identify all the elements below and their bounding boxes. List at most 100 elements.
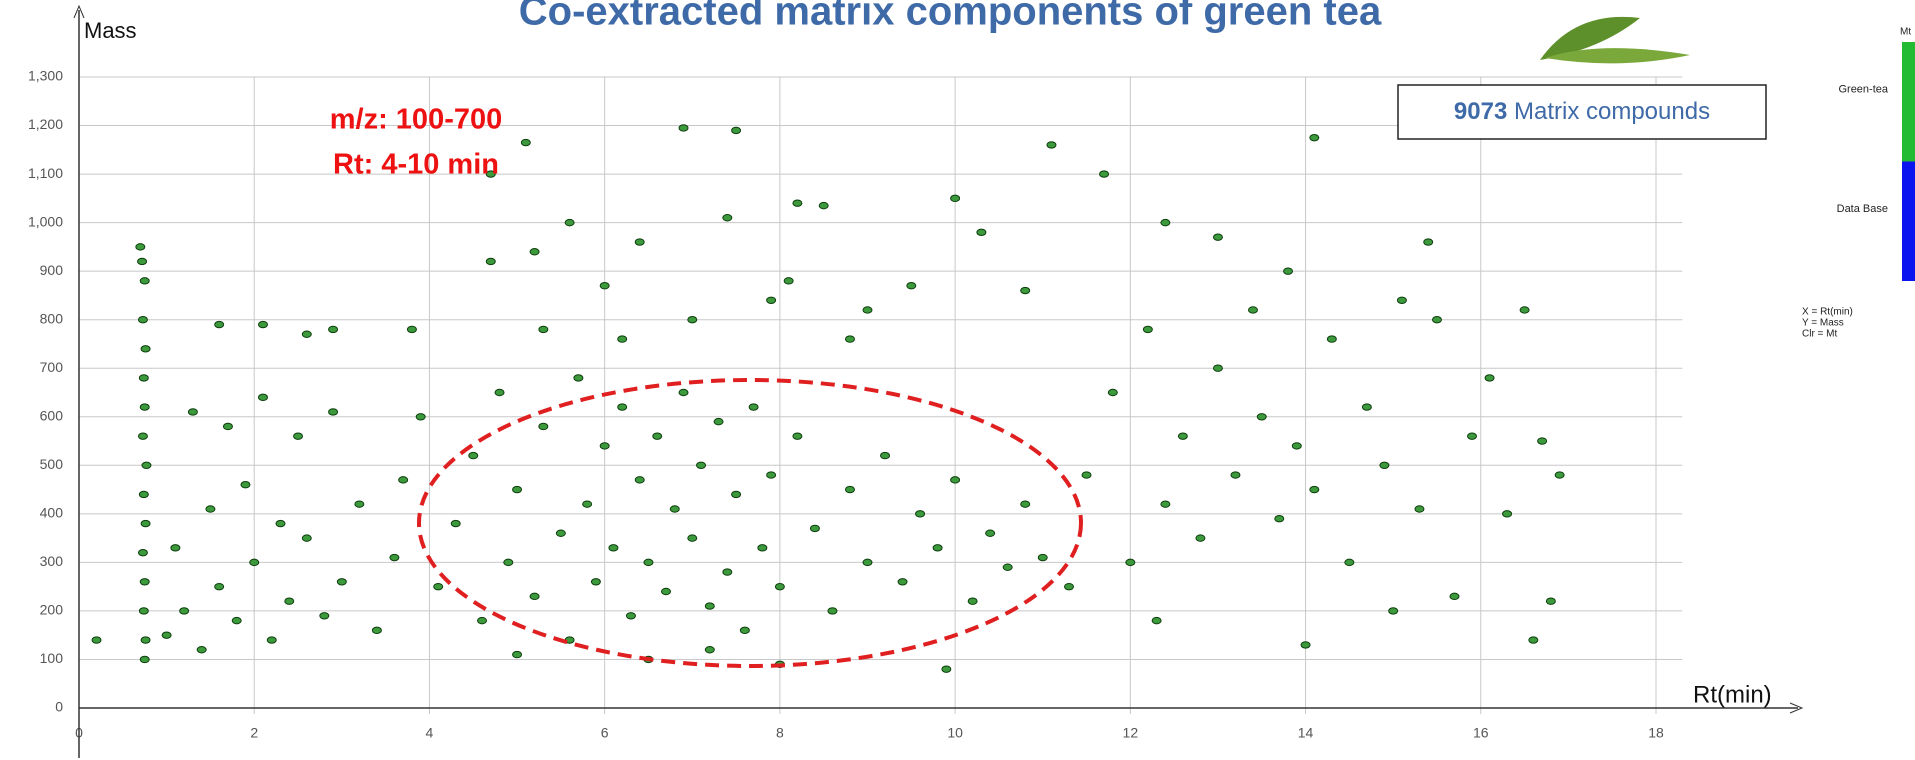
data-point (138, 258, 147, 264)
data-point (1485, 375, 1494, 381)
data-point (1310, 486, 1319, 492)
data-point (705, 603, 714, 609)
y-tick-label: 300 (40, 553, 64, 569)
data-point (1546, 598, 1555, 604)
legend-label: Green-tea (1838, 84, 1888, 96)
chart-title: Co-extracted matrix components of green … (519, 0, 1382, 34)
data-point (775, 583, 784, 589)
data-point (1284, 268, 1293, 274)
data-point (539, 326, 548, 332)
data-point (767, 472, 776, 478)
data-point (784, 278, 793, 284)
data-point (635, 477, 644, 483)
data-point (1468, 433, 1477, 439)
data-point (140, 656, 149, 662)
data-point (1424, 239, 1433, 245)
data-point (294, 433, 303, 439)
data-point (372, 627, 381, 633)
data-point (141, 346, 150, 352)
data-point (1108, 389, 1117, 395)
data-point (1213, 365, 1222, 371)
data-point (749, 404, 758, 410)
data-point (1301, 642, 1310, 648)
data-point (1432, 316, 1441, 322)
data-point (140, 404, 149, 410)
y-tick-label: 1,100 (28, 165, 63, 181)
data-point (1003, 564, 1012, 570)
data-point (141, 520, 150, 526)
data-point (1397, 297, 1406, 303)
data-point (688, 316, 697, 322)
data-point (898, 579, 907, 585)
y-axis-label: Mass (84, 18, 137, 43)
data-point (92, 637, 101, 643)
data-point (451, 520, 460, 526)
y-tick-label: 1,200 (28, 116, 63, 132)
data-point (215, 583, 224, 589)
data-point (1021, 287, 1030, 293)
data-point (1178, 433, 1187, 439)
data-point (1257, 414, 1266, 420)
data-point (1310, 134, 1319, 140)
data-point (530, 249, 539, 255)
legend-note: Y = Mass (1802, 318, 1844, 329)
data-point (139, 608, 148, 614)
data-point (138, 549, 147, 555)
data-point (951, 195, 960, 201)
data-point (977, 229, 986, 235)
x-tick-label: 18 (1648, 725, 1664, 741)
data-point (513, 651, 522, 657)
data-point (171, 545, 180, 551)
data-point (1362, 404, 1371, 410)
data-point (688, 535, 697, 541)
data-point (1345, 559, 1354, 565)
data-point (223, 423, 232, 429)
data-point (565, 219, 574, 225)
data-point (139, 491, 148, 497)
data-point (714, 418, 723, 424)
data-point (758, 545, 767, 551)
data-point (1047, 142, 1056, 148)
x-tick-label: 12 (1123, 725, 1139, 741)
data-point (679, 125, 688, 131)
y-tick-label: 600 (40, 407, 64, 423)
data-point (661, 588, 670, 594)
data-point (933, 545, 942, 551)
data-point (241, 482, 250, 488)
data-point (1231, 472, 1240, 478)
data-point (591, 579, 600, 585)
data-point (1450, 593, 1459, 599)
data-point (337, 579, 346, 585)
data-point (942, 666, 951, 672)
data-point (881, 452, 890, 458)
count: 9073 (1454, 98, 1507, 125)
data-point (1538, 438, 1547, 444)
data-point (1248, 307, 1257, 313)
data-point (390, 554, 399, 560)
y-tick-label: 1,300 (28, 68, 63, 84)
data-point (1100, 171, 1109, 177)
chart: Co-extracted matrix components of green … (0, 0, 1915, 760)
data-point (232, 617, 241, 623)
data-point (329, 409, 338, 415)
data-point (142, 462, 151, 468)
data-point (1038, 554, 1047, 560)
data-point (1503, 511, 1512, 517)
data-point (1143, 326, 1152, 332)
data-point (767, 297, 776, 303)
data-point (258, 394, 267, 400)
data-point (740, 627, 749, 633)
legend-label: Data Base (1837, 203, 1888, 215)
data-point (1415, 506, 1424, 512)
data-point (399, 477, 408, 483)
y-tick-label: 1,000 (28, 213, 63, 229)
data-point (679, 389, 688, 395)
data-point (1292, 443, 1301, 449)
x-tick-label: 10 (947, 725, 963, 741)
data-point (793, 433, 802, 439)
data-point (1126, 559, 1135, 565)
y-tick-label: 200 (40, 602, 64, 618)
x-tick-label: 6 (601, 725, 609, 741)
y-tick-label: 900 (40, 262, 64, 278)
data-point (215, 321, 224, 327)
